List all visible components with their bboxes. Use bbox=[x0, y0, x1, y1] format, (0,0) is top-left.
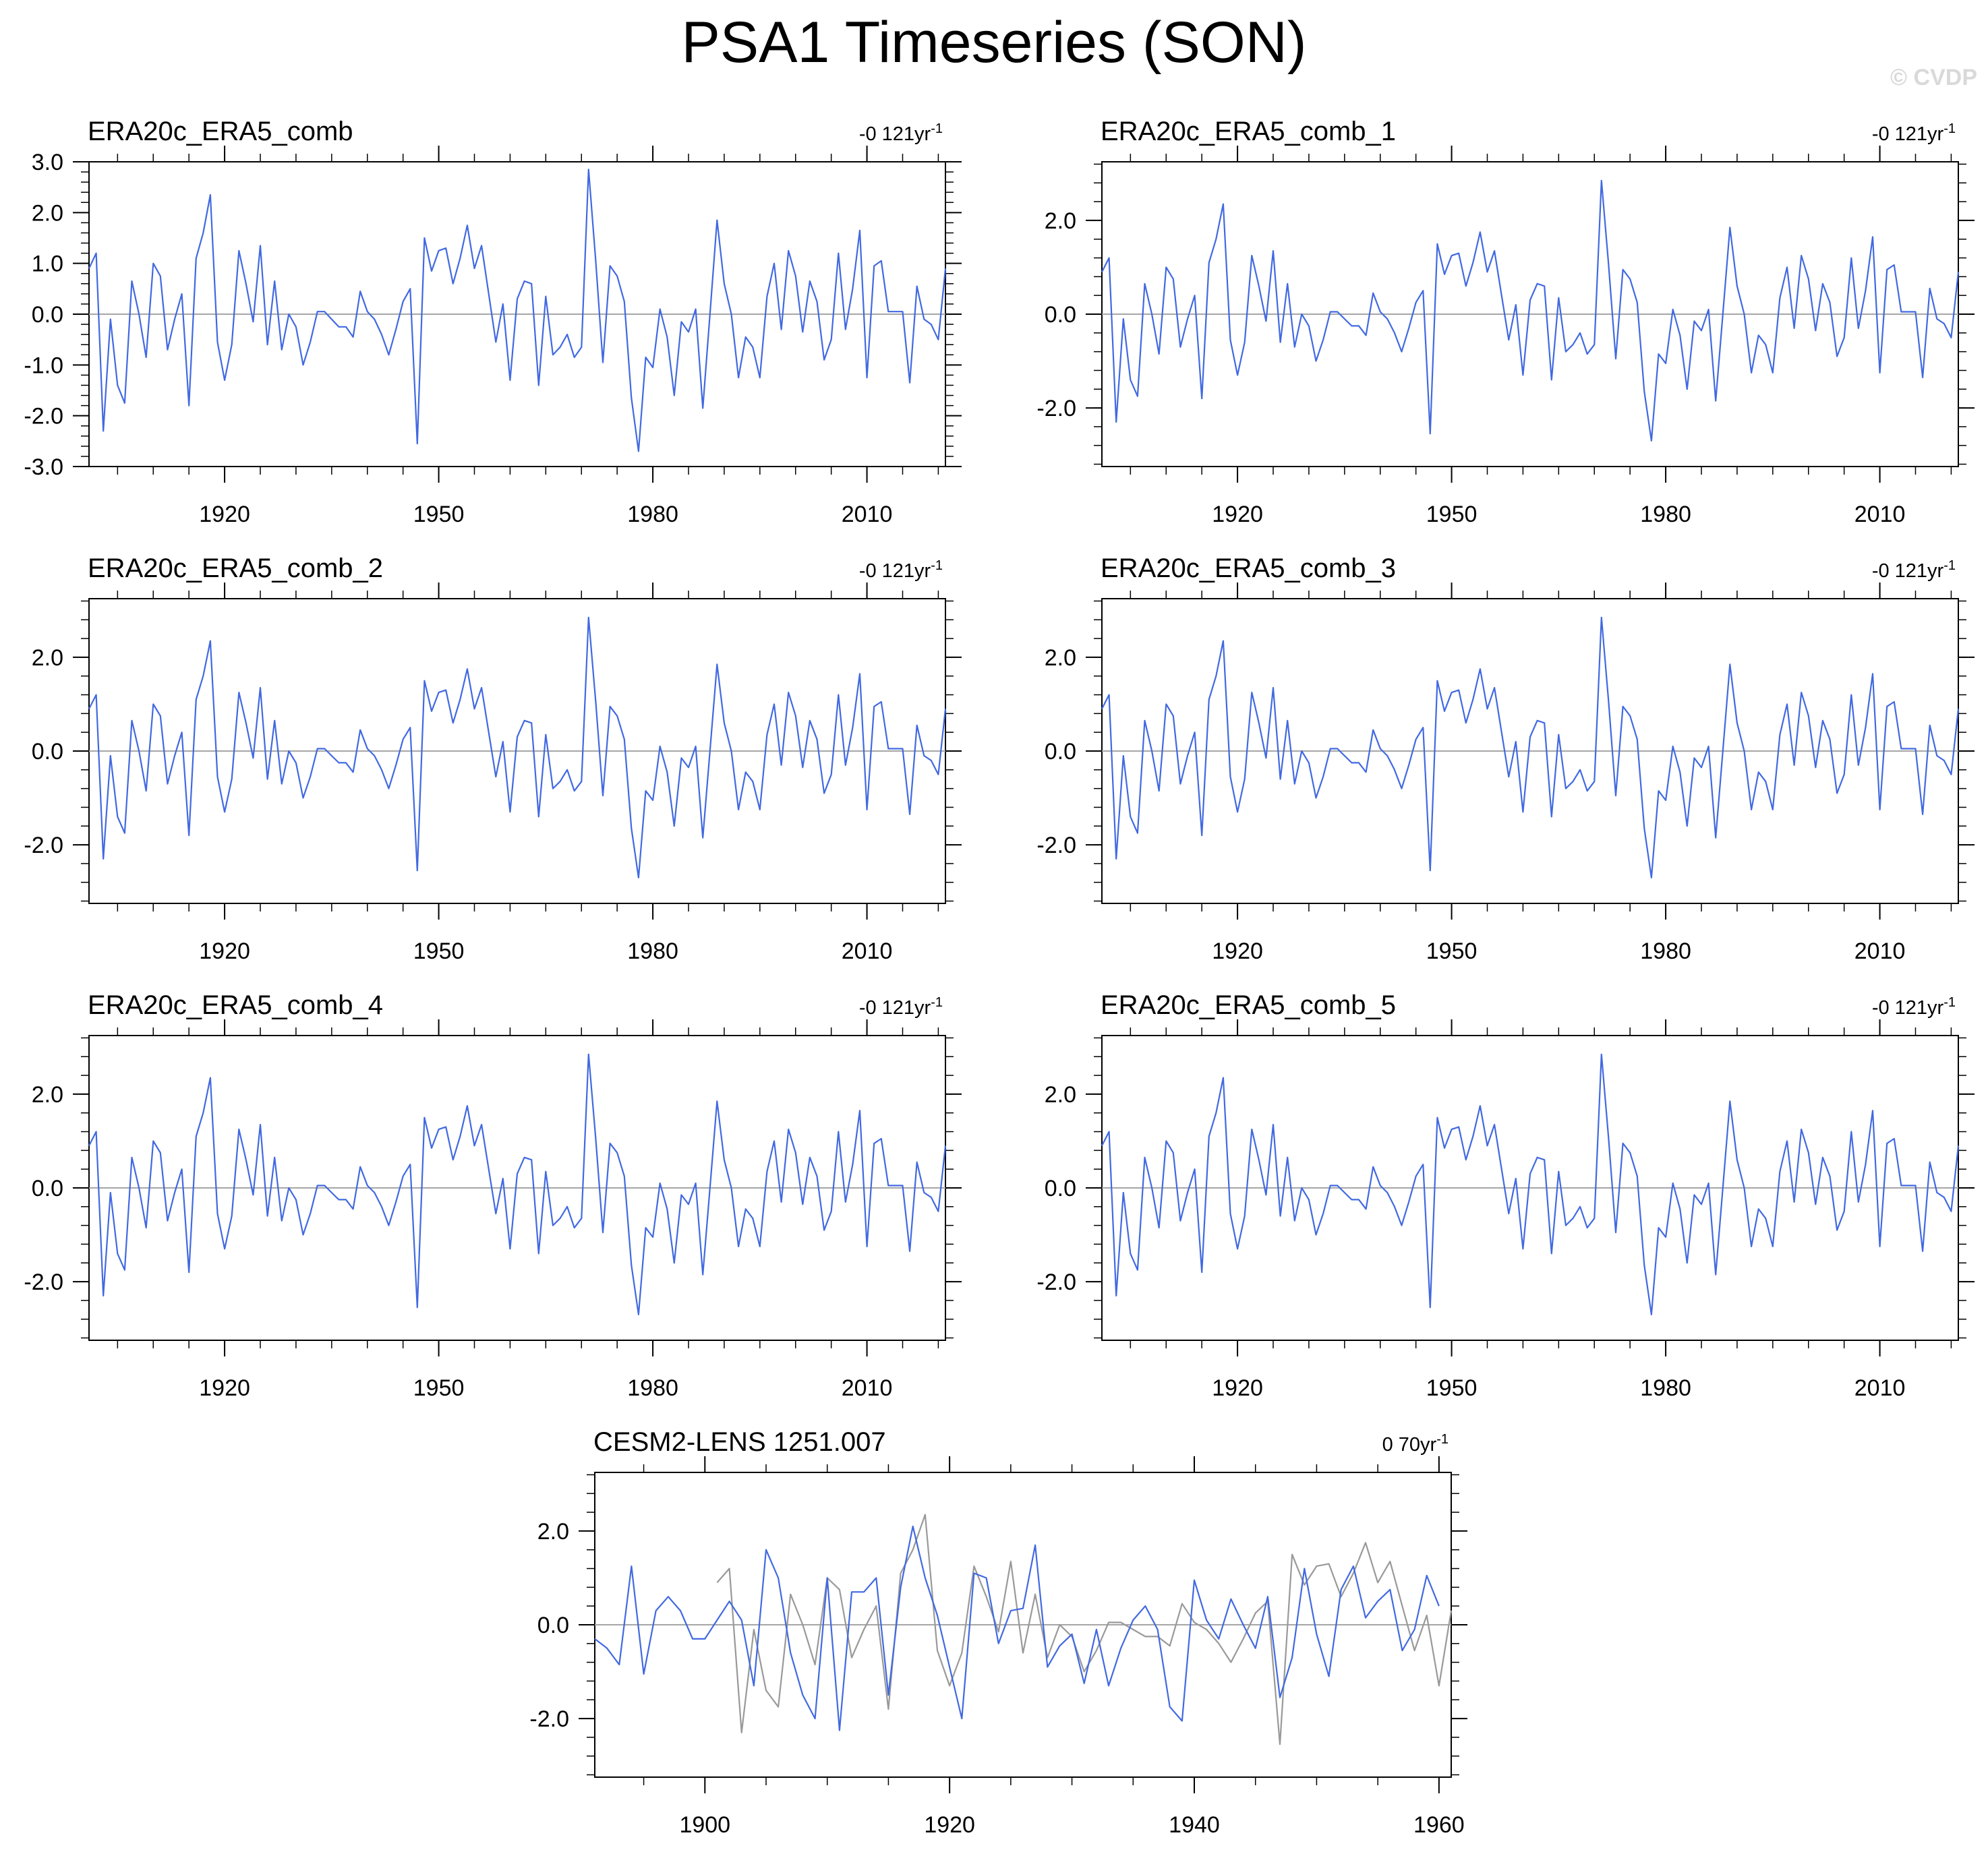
panel-5: ERA20c_ERA5_comb_4 -0 121yr-1 -2.0 0.0 2.0 19… bbox=[24, 990, 962, 1401]
y-tick-label: 0.0 bbox=[32, 739, 63, 765]
x-tick-label: 1980 bbox=[627, 938, 678, 964]
x-tick-label: 2010 bbox=[1854, 1375, 1906, 1401]
x-tick-label: 1950 bbox=[1426, 938, 1478, 964]
overlay-series-line bbox=[716, 1514, 1453, 1745]
x-tick-label: 2010 bbox=[842, 938, 893, 964]
panel-1: ERA20c_ERA5_comb -0 121yr-1 -3.0 -2.0 -1.0 0.… bbox=[24, 117, 962, 527]
x-tick-label: 2010 bbox=[842, 502, 893, 527]
x-tick-label: 1920 bbox=[199, 502, 250, 527]
x-tick-label: 1950 bbox=[1426, 1375, 1478, 1401]
y-tick-label: -2.0 bbox=[529, 1706, 569, 1732]
y-tick-label: 2.0 bbox=[1045, 645, 1076, 671]
y-tick-label: 2.0 bbox=[32, 645, 63, 671]
y-tick-label: 2.0 bbox=[32, 1082, 63, 1108]
x-tick-label: 1980 bbox=[627, 1375, 678, 1401]
panel-title: ERA20c_ERA5_comb_1 bbox=[1101, 117, 1396, 146]
cvdp-watermark: © CVDP bbox=[1890, 65, 1977, 90]
x-tick-label: 1920 bbox=[199, 938, 250, 964]
y-tick-label: 2.0 bbox=[537, 1519, 569, 1545]
series-line bbox=[88, 169, 947, 452]
x-tick-label: 2010 bbox=[1854, 938, 1906, 964]
y-tick-label: -2.0 bbox=[1036, 396, 1076, 421]
figure-title: PSA1 Timeseries (SON) bbox=[681, 10, 1307, 75]
x-tick-label: 1980 bbox=[1640, 502, 1691, 527]
x-tick-label: 1980 bbox=[1640, 1375, 1691, 1401]
panel-6: ERA20c_ERA5_comb_5 -0 121yr-1 -2.0 0.0 2.0 19… bbox=[1036, 990, 1975, 1401]
y-tick-label: 0.0 bbox=[32, 302, 63, 328]
x-tick-label: 1920 bbox=[924, 1812, 975, 1838]
series-line bbox=[1101, 616, 1960, 878]
y-tick-label: 2.0 bbox=[1045, 1082, 1076, 1108]
y-tick-label: 2.0 bbox=[1045, 208, 1076, 234]
x-tick-label: 1950 bbox=[413, 1375, 465, 1401]
x-tick-label: 1940 bbox=[1169, 1812, 1220, 1838]
y-tick-label: -2.0 bbox=[24, 1269, 63, 1295]
panel-title: CESM2-LENS 1251.007 bbox=[593, 1427, 886, 1457]
trend-label: -0 121yr-1 bbox=[1872, 558, 1956, 582]
panel-3: ERA20c_ERA5_comb_2 -0 121yr-1 -2.0 0.0 2.0 19… bbox=[24, 554, 962, 964]
y-tick-label: 0.0 bbox=[32, 1176, 63, 1201]
panel-title: ERA20c_ERA5_comb_4 bbox=[88, 990, 383, 1020]
y-tick-label: -3.0 bbox=[24, 454, 63, 480]
y-tick-label: -1.0 bbox=[24, 353, 63, 378]
x-tick-label: 1950 bbox=[1426, 502, 1478, 527]
trend-label: 0 70yr-1 bbox=[1382, 1432, 1449, 1456]
panel-title: ERA20c_ERA5_comb bbox=[88, 117, 353, 146]
x-tick-label: 1920 bbox=[1212, 1375, 1263, 1401]
x-tick-label: 2010 bbox=[1854, 502, 1906, 527]
y-tick-label: 2.0 bbox=[32, 200, 63, 226]
trend-label: -0 121yr-1 bbox=[1872, 995, 1956, 1019]
x-tick-label: 1900 bbox=[679, 1812, 730, 1838]
trend-label: -0 121yr-1 bbox=[1872, 121, 1956, 145]
series-line bbox=[1101, 179, 1960, 442]
y-tick-label: 3.0 bbox=[32, 150, 63, 175]
x-tick-label: 1920 bbox=[1212, 502, 1263, 527]
x-tick-label: 2010 bbox=[842, 1375, 893, 1401]
panel-2: ERA20c_ERA5_comb_1 -0 121yr-1 -2.0 0.0 2.0 19… bbox=[1036, 117, 1975, 527]
y-tick-label: 0.0 bbox=[1045, 1176, 1076, 1201]
panel-4: ERA20c_ERA5_comb_3 -0 121yr-1 -2.0 0.0 2.0 19… bbox=[1036, 554, 1975, 964]
y-tick-label: 0.0 bbox=[537, 1613, 569, 1638]
series-line bbox=[594, 1525, 1440, 1731]
series-line bbox=[1101, 1053, 1960, 1315]
y-tick-label: -2.0 bbox=[1036, 1269, 1076, 1295]
y-tick-label: 0.0 bbox=[1045, 302, 1076, 328]
y-tick-label: 0.0 bbox=[1045, 739, 1076, 765]
x-tick-label: 1920 bbox=[1212, 938, 1263, 964]
panel-title: ERA20c_ERA5_comb_3 bbox=[1101, 554, 1396, 583]
y-tick-label: -2.0 bbox=[24, 833, 63, 858]
x-tick-label: 1950 bbox=[413, 502, 465, 527]
x-tick-label: 1980 bbox=[1640, 938, 1691, 964]
x-tick-label: 1920 bbox=[199, 1375, 250, 1401]
series-line bbox=[88, 1053, 947, 1315]
trend-label: -0 121yr-1 bbox=[859, 121, 943, 145]
series-line bbox=[88, 616, 947, 878]
x-tick-label: 1980 bbox=[627, 502, 678, 527]
x-tick-label: 1950 bbox=[413, 938, 465, 964]
x-tick-label: 1960 bbox=[1413, 1812, 1465, 1838]
panel-title: ERA20c_ERA5_comb_5 bbox=[1101, 990, 1396, 1020]
y-tick-label: -2.0 bbox=[24, 404, 63, 429]
trend-label: -0 121yr-1 bbox=[859, 995, 943, 1019]
y-tick-label: 1.0 bbox=[32, 251, 63, 277]
trend-label: -0 121yr-1 bbox=[859, 558, 943, 582]
panel-7: CESM2-LENS 1251.007 0 70yr-1 -2.0 0.0 2.0 190… bbox=[529, 1427, 1467, 1838]
y-tick-label: -2.0 bbox=[1036, 833, 1076, 858]
panel-title: ERA20c_ERA5_comb_2 bbox=[88, 554, 383, 583]
